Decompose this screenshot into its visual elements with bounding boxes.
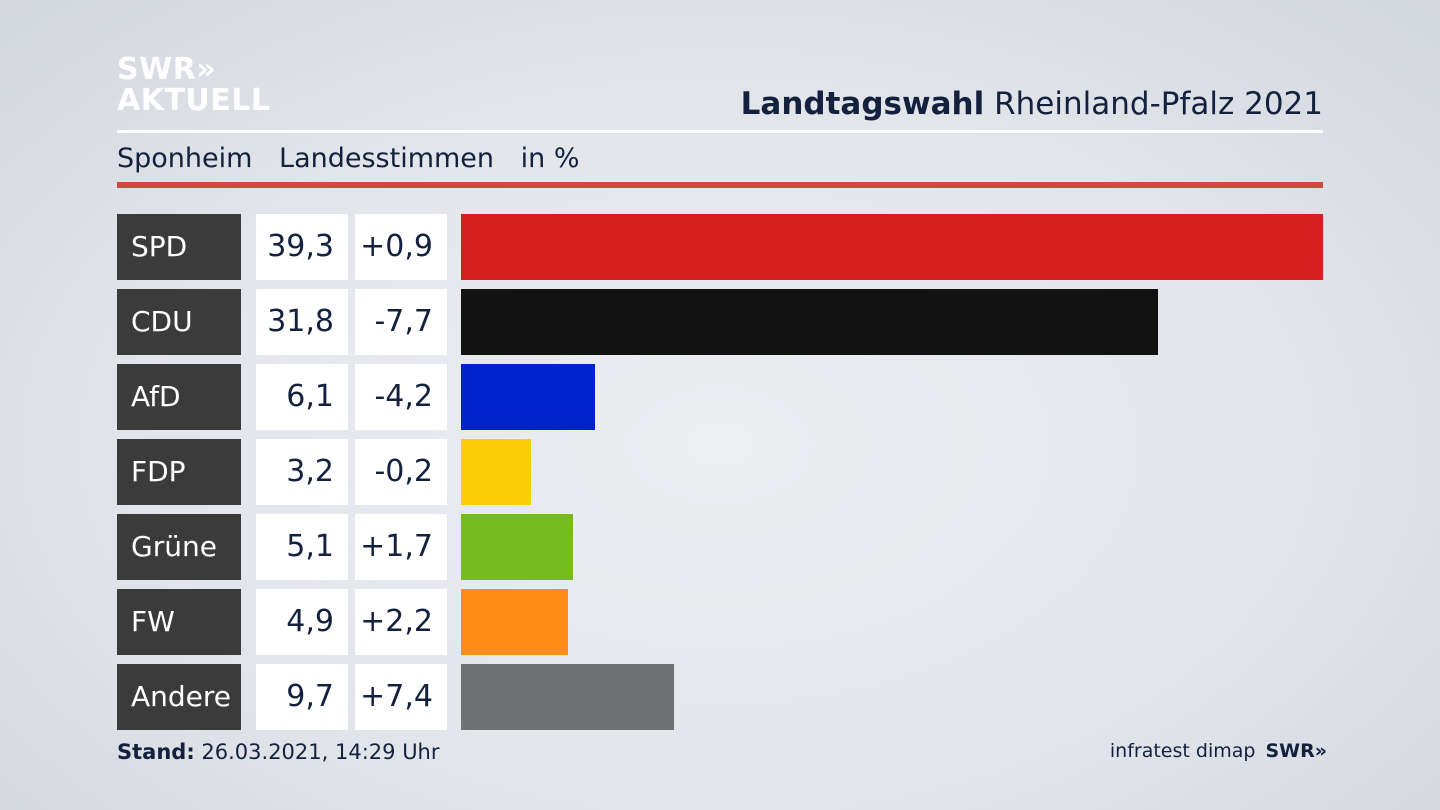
change-value: -7,7 (355, 289, 447, 355)
logo-line-swr: SWR» (117, 54, 271, 85)
change-value: +1,7 (355, 514, 447, 580)
vote-share-value: 9,7 (256, 664, 348, 730)
results-bar-chart: SPD 39,3 +0,9 CDU 31,8 -7,7 AfD 6,1 -4,2 FDP 3,2 -0… (117, 214, 1323, 732)
result-bar (461, 514, 573, 580)
result-bar (461, 589, 568, 655)
accent-divider (117, 182, 1323, 188)
swr-chevron-icon: » (1314, 740, 1327, 762)
change-value: -0,2 (355, 439, 447, 505)
result-bar (461, 364, 595, 430)
subtitle-unit: in % (520, 143, 580, 174)
logo-chevron-icon: » (196, 52, 216, 87)
vote-share-value: 3,2 (256, 439, 348, 505)
logo-aktuell-text: AKTUELL (117, 83, 271, 118)
subtitle-vote-type: Landesstimmen (279, 143, 495, 174)
vote-share-value: 6,1 (256, 364, 348, 430)
party-label: SPD (117, 214, 241, 280)
change-value: +7,4 (355, 664, 447, 730)
swr-aktuell-logo: SWR» AKTUELL (117, 54, 271, 116)
stand-value: 26.03.2021, 14:29 Uhr (201, 740, 440, 764)
party-label: FDP (117, 439, 241, 505)
party-label: FW (117, 589, 241, 655)
party-label: Grüne (117, 514, 241, 580)
page-title: Landtagswahl Rheinland-Pfalz 2021 (741, 86, 1323, 122)
swr-footer-logo: SWR» (1265, 740, 1327, 762)
vote-share-value: 5,1 (256, 514, 348, 580)
party-row: CDU 31,8 -7,7 (117, 289, 1323, 355)
timestamp: Stand: 26.03.2021, 14:29 Uhr (117, 740, 440, 764)
subtitle-place: Sponheim (117, 143, 253, 174)
vote-share-value: 4,9 (256, 589, 348, 655)
party-label: AfD (117, 364, 241, 430)
result-bar (461, 439, 531, 505)
party-row: Andere 9,7 +7,4 (117, 664, 1323, 730)
chart-subtitle: Sponheim Landesstimmen in % (117, 143, 597, 174)
vote-share-value: 31,8 (256, 289, 348, 355)
party-row: AfD 6,1 -4,2 (117, 364, 1323, 430)
stand-label: Stand: (117, 740, 195, 764)
title-rest: Rheinland-Pfalz 2021 (994, 86, 1323, 122)
result-bar (461, 214, 1323, 280)
party-label: Andere (117, 664, 241, 730)
party-label: CDU (117, 289, 241, 355)
result-bar (461, 289, 1158, 355)
swr-footer-text: SWR (1265, 740, 1315, 762)
party-row: Grüne 5,1 +1,7 (117, 514, 1323, 580)
header-divider (117, 130, 1323, 133)
result-bar (461, 664, 674, 730)
logo-swr-text: SWR (117, 52, 197, 87)
change-value: +2,2 (355, 589, 447, 655)
source-credit: infratest dimap SWR» (1109, 740, 1327, 762)
change-value: +0,9 (355, 214, 447, 280)
party-row: FDP 3,2 -0,2 (117, 439, 1323, 505)
source-text: infratest dimap (1109, 740, 1256, 762)
party-row: SPD 39,3 +0,9 (117, 214, 1323, 280)
change-value: -4,2 (355, 364, 447, 430)
party-row: FW 4,9 +2,2 (117, 589, 1323, 655)
title-bold: Landtagswahl (740, 86, 985, 122)
vote-share-value: 39,3 (256, 214, 348, 280)
